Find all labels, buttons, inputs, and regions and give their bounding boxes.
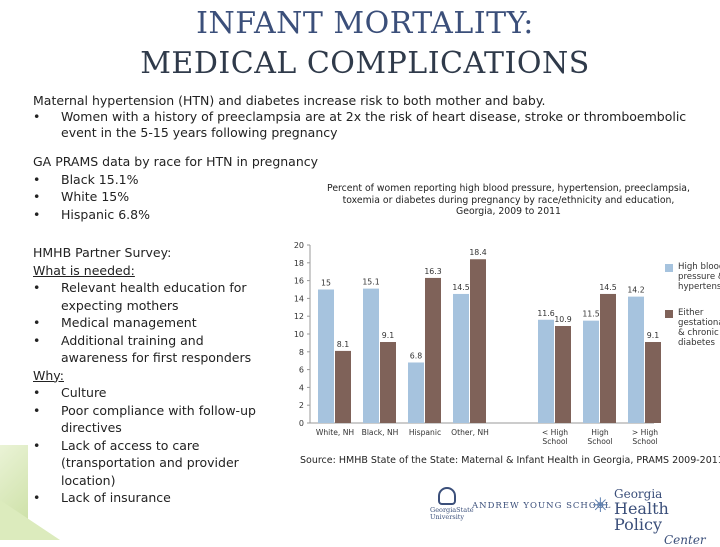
survey-needed-item: Medical management	[33, 314, 273, 332]
bar-value-label: 15.1	[362, 278, 379, 287]
gsu-logo: GeorgiaState University	[430, 487, 474, 521]
footer-logos: GeorgiaState University ANDREW YOUNG SCH…	[430, 487, 720, 547]
bar-value-label: 6.8	[410, 351, 422, 360]
bar-chart: 0 2 4 6 8 10 12 14 16 18 20 15 8.1 White, NH 15.1 9.1 Bl…	[294, 241, 661, 446]
bar-value-label: 9.1	[647, 331, 659, 340]
x-category-label: School	[587, 437, 612, 446]
bar-hypertension	[538, 319, 554, 423]
bar-hypertension	[318, 289, 334, 423]
survey-section: HMHB Partner Survey: What is needed: Rel…	[33, 244, 273, 507]
survey-why-item: Lack of access to care (transportation a…	[33, 437, 273, 490]
bar-diabetes	[600, 293, 616, 423]
source-note: Source: HMHB State of the State: Materna…	[300, 455, 720, 466]
y-tick-label: 8	[299, 348, 304, 357]
bar-diabetes	[555, 325, 571, 423]
gsu-logo-text: GeorgiaState University	[430, 506, 474, 521]
x-category-label: Black, NH	[362, 428, 399, 437]
x-category-label: Hispanic	[409, 428, 441, 437]
survey-why-item: Poor compliance with follow-up directive…	[33, 402, 273, 437]
ghpc-logo: ✳ Georgia Health Policy Center	[588, 487, 718, 547]
bar-value-label: 14.5	[452, 283, 469, 292]
y-tick-label: 20	[294, 241, 304, 250]
legend-swatch-diabetes	[665, 310, 673, 318]
x-category-label: School	[542, 437, 567, 446]
chart-title: Percent of women reporting high blood pr…	[327, 183, 690, 217]
intro-section: Maternal hypertension (HTN) and diabetes…	[33, 93, 703, 141]
legend-item-hypertension: High blood pressure & hypertension	[665, 262, 720, 292]
bar-diabetes	[335, 350, 351, 423]
ays-logo: ANDREW YOUNG SCHOOL	[472, 501, 612, 511]
bar-value-label: 14.2	[627, 286, 644, 295]
y-tick-label: 0	[299, 419, 304, 428]
prams-item-hispanic: Hispanic 6.8%	[33, 206, 333, 224]
prams-section: GA PRAMS data by race for HTN in pregnan…	[33, 153, 333, 223]
bar-hypertension	[408, 362, 424, 423]
bar-value-label: 9.1	[382, 331, 394, 340]
bar-diabetes	[470, 259, 486, 423]
legend-label-diabetes: Either gestational & chronic diabetes	[678, 308, 720, 348]
legend-label-hypertension: High blood pressure & hypertension	[678, 262, 720, 292]
survey-why-item: Lack of insurance	[33, 489, 273, 507]
bar-hypertension	[583, 320, 599, 423]
y-tick-label: 18	[294, 259, 304, 268]
x-category-label: < High	[542, 428, 568, 437]
x-category-label: White, NH	[316, 428, 354, 437]
prams-item-white: White 15%	[33, 188, 333, 206]
page-title-line1: INFANT MORTALITY:	[196, 6, 534, 41]
chart-legend: High blood pressure & hypertension Eithe…	[665, 262, 720, 364]
x-category-label: School	[632, 437, 657, 446]
x-category-label: Other, NH	[451, 428, 489, 437]
survey-heading: HMHB Partner Survey:	[33, 245, 172, 260]
ghpc-logo-line1: Georgia	[614, 487, 663, 501]
bar-value-label: 10.9	[554, 315, 571, 324]
page-title-line2: MEDICAL COMPLICATIONS	[140, 46, 590, 81]
bar-hypertension	[628, 296, 644, 423]
ghpc-star-icon: ✳	[592, 493, 609, 517]
bar-value-label: 15	[321, 279, 331, 288]
bar-value-label: 8.1	[337, 340, 349, 349]
survey-why-label: Why:	[33, 367, 64, 383]
bar-diabetes	[425, 277, 441, 423]
y-tick-label: 2	[299, 401, 304, 410]
bar-value-label: 16.3	[424, 267, 441, 276]
bar-value-label: 18.4	[469, 248, 486, 257]
y-tick-label: 16	[294, 277, 304, 286]
bar-hypertension	[363, 288, 379, 423]
prams-item-black: Black 15.1%	[33, 171, 333, 189]
legend-swatch-hypertension	[665, 264, 673, 272]
bar-value-label: 14.5	[599, 283, 616, 292]
bar-value-label: 11.6	[537, 309, 554, 318]
intro-bullet: Women with a history of preeclampsia are…	[33, 109, 703, 141]
survey-why-item: Culture	[33, 384, 273, 402]
survey-needed-item: Additional training and awareness for fi…	[33, 332, 273, 367]
legend-item-diabetes: Either gestational & chronic diabetes	[665, 308, 720, 348]
bar-diabetes	[380, 342, 396, 423]
survey-needed-item: Relevant health education for expecting …	[33, 279, 273, 314]
x-category-label: High	[591, 428, 609, 437]
y-tick-label: 10	[294, 330, 304, 339]
ghpc-logo-line2: Health Policy	[614, 499, 669, 534]
x-category-label: > High	[632, 428, 658, 437]
intro-line: Maternal hypertension (HTN) and diabetes…	[33, 93, 546, 108]
bar-value-label: 11.5	[582, 310, 599, 319]
page-title: INFANT MORTALITY: MEDICAL COMPLICATIONS	[0, 4, 720, 84]
prams-heading: GA PRAMS data by race for HTN in pregnan…	[33, 154, 319, 169]
gsu-flame-icon	[438, 487, 456, 505]
y-tick-label: 12	[294, 312, 304, 321]
bar-hypertension	[453, 293, 469, 423]
bar-diabetes	[645, 342, 661, 423]
y-tick-label: 14	[294, 294, 304, 303]
ghpc-logo-line3: Center	[664, 533, 706, 547]
y-tick-label: 6	[299, 366, 304, 375]
y-tick-label: 4	[299, 383, 304, 392]
survey-needed-label: What is needed:	[33, 262, 135, 278]
